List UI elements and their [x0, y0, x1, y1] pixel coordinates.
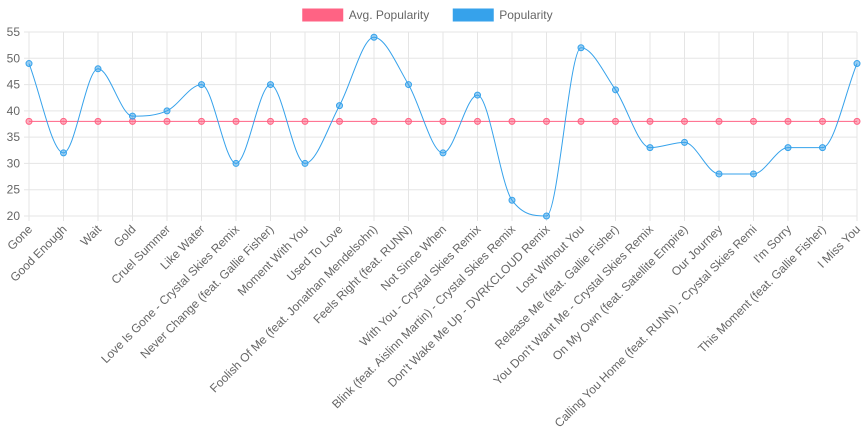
- data-point: Love Is Gone - Crystal Skies Remix: 38: [232, 117, 240, 125]
- data-point: Our Journey: 28: [715, 170, 723, 178]
- y-tick-label: 25: [7, 183, 21, 197]
- data-point: Cruel Summer: 40: [163, 107, 171, 115]
- legend: Avg. Popularity Popularity: [302, 8, 553, 22]
- data-point: Love Is Gone - Crystal Skies Remix: 30: [232, 159, 240, 167]
- data-point: With You - Crystal Skies Remix: 38: [474, 117, 481, 125]
- data-point: Wait: 48: [94, 65, 102, 73]
- data-point: Like Water: 45: [198, 81, 205, 89]
- data-point: Feels Right (feat. RUNN): 38: [405, 117, 412, 125]
- y-tick-label: 20: [7, 209, 21, 223]
- data-point: This Moment (feat. Gallie Fisher): 38: [819, 117, 826, 125]
- legend-swatch: [452, 8, 494, 22]
- data-point: Gone: 49: [25, 60, 33, 68]
- data-point: Never Change (feat. Gallie Fisher): 38: [267, 117, 274, 125]
- data-point: Used To Love: 41: [336, 102, 343, 110]
- data-point: Never Change (feat. Gallie Fisher): 45: [267, 81, 274, 89]
- x-tick-label: Gold: [111, 222, 139, 250]
- data-point: I Miss You: 49: [853, 60, 861, 68]
- x-tick-label: You Don't Want Me - Crystal Skies Remix: [491, 222, 657, 388]
- y-tick-label: 30: [7, 156, 21, 170]
- legend-label: Avg. Popularity: [349, 8, 430, 22]
- data-point: Don't Wake Me Up - DVRKCLOUD Remix: 20: [543, 212, 550, 220]
- data-point: Used To Love: 38: [336, 117, 343, 125]
- data-point: Our Journey: 38: [715, 117, 723, 125]
- x-tick-label: Wait: [78, 222, 105, 249]
- y-tick-label: 35: [7, 130, 21, 144]
- x-tick-label: This Moment (feat. Gallie Fisher): [695, 222, 828, 355]
- data-point: Gold: 39: [129, 112, 136, 120]
- series-0: Gone: 38Good Enough: 38Wait: 38Gold: 38C…: [25, 117, 861, 125]
- legend-swatch: [302, 8, 344, 22]
- data-point: You Don't Want Me - Crystal Skies Remix:…: [646, 144, 654, 152]
- data-point: You Don't Want Me - Crystal Skies Remix:…: [646, 117, 654, 125]
- data-point: On My Own (feat. Satellite Empire): 38: [681, 117, 688, 125]
- data-point: I Miss You: 38: [853, 117, 861, 125]
- data-point: Blink (feat. Aislinn Martin) - Crystal S…: [508, 196, 516, 204]
- data-point: Release Me (feat. Gallie Fisher): 44: [612, 86, 619, 94]
- data-point: Not Since When: 32: [439, 149, 447, 157]
- data-point: Lost Without You: 52: [577, 44, 585, 52]
- data-point: Good Enough: 32: [60, 149, 67, 157]
- y-tick-label: 40: [7, 104, 21, 118]
- data-point: Calling You Home (feat. RUNN) - Crystal …: [750, 117, 757, 125]
- data-point: Not Since When: 38: [439, 117, 447, 125]
- data-point: I'm Sorry: 38: [784, 117, 792, 125]
- data-point: Like Water: 38: [198, 117, 205, 125]
- data-point: Moment With You: 30: [301, 159, 309, 167]
- legend-label: Popularity: [499, 8, 552, 22]
- data-point: Wait: 38: [94, 117, 102, 125]
- y-tick-label: 45: [7, 78, 21, 92]
- data-point: Moment With You: 38: [301, 117, 309, 125]
- data-point: On My Own (feat. Satellite Empire): 34: [681, 138, 688, 146]
- data-point: Foolish Of Me (feat. Jonathan Mendelsohn…: [370, 33, 378, 41]
- data-point: Foolish Of Me (feat. Jonathan Mendelsohn…: [370, 117, 378, 125]
- data-point: Calling You Home (feat. RUNN) - Crystal …: [750, 170, 757, 178]
- series-1: Gone: 49 Good Enough: 32 Wait: 48 Gold: 39 C…: [25, 33, 861, 220]
- grid-lines: [24, 31, 858, 221]
- data-point: Good Enough: 38: [60, 117, 67, 125]
- data-point: I'm Sorry: 33: [784, 144, 792, 152]
- data-point: Don't Wake Me Up - DVRKCLOUD Remix: 38: [543, 117, 550, 125]
- y-tick-label: 50: [7, 51, 21, 65]
- data-point: Lost Without You: 38: [577, 117, 585, 125]
- data-point: Cruel Summer: 38: [163, 117, 171, 125]
- data-point: Feels Right (feat. RUNN): 45: [405, 81, 412, 89]
- x-tick-label: Gone: [4, 222, 35, 253]
- data-point: Blink (feat. Aislinn Martin) - Crystal S…: [508, 117, 516, 125]
- y-tick-label: 55: [7, 25, 21, 39]
- data-point: Release Me (feat. Gallie Fisher): 38: [612, 117, 619, 125]
- data-point: This Moment (feat. Gallie Fisher): 33: [819, 144, 826, 152]
- data-point: Gone: 38: [25, 117, 33, 125]
- data-point: With You - Crystal Skies Remix: 43: [474, 91, 481, 99]
